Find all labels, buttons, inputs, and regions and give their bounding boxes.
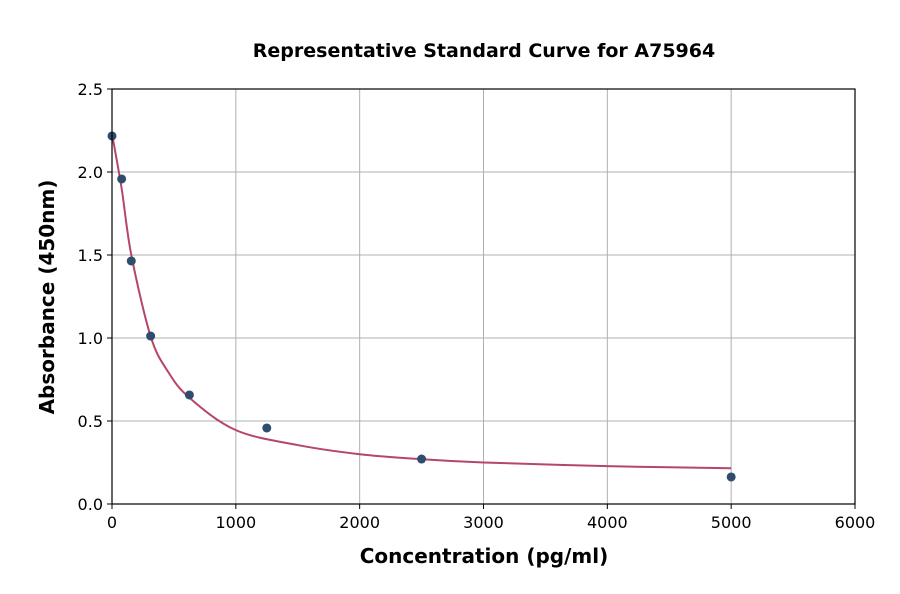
plot-frame [111,88,856,505]
data-point [726,472,736,482]
x-axis-label: Concentration (pg/ml) [360,544,609,568]
grid [111,88,856,505]
x-tick-label: 2000 [339,513,380,532]
x-axis-ticks: 0 1000 2000 3000 4000 5000 6000 [107,504,875,532]
y-tick-label: 2.0 [78,163,103,182]
data-point [184,390,194,400]
y-tick-label: 0.5 [78,412,103,431]
fit-curve [111,133,732,470]
y-tick-label: 1.5 [78,246,103,265]
y-tick-label: 2.5 [78,80,103,99]
data-point [417,454,427,464]
x-tick-label: 3000 [463,513,504,532]
data-point [262,423,272,433]
data-point [117,174,127,184]
data-point [146,331,156,341]
y-axis-ticks: 0.0 0.5 1.0 1.5 2.0 2.5 [78,80,112,514]
y-tick-label: 0.0 [78,495,103,514]
x-tick-label: 5000 [711,513,752,532]
x-tick-label: 1000 [215,513,256,532]
y-tick-label: 1.0 [78,329,103,348]
x-tick-label: 0 [107,513,117,532]
x-tick-label: 6000 [835,513,876,532]
data-point [126,256,136,266]
x-tick-label: 4000 [587,513,628,532]
data-points [107,131,736,482]
chart-title: Representative Standard Curve for A75964 [253,40,715,62]
y-axis-label: Absorbance (450nm) [35,180,59,415]
